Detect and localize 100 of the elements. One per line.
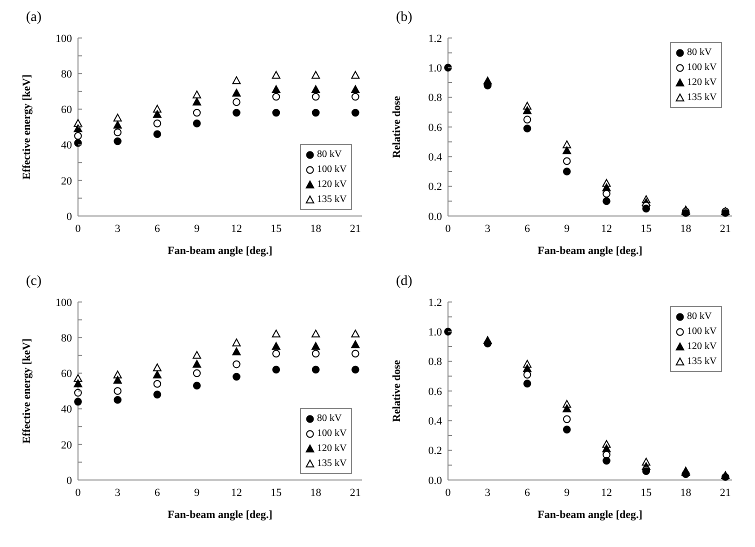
y-axis-title: Effective energy [keV] — [20, 338, 33, 444]
x-tick-label: 3 — [114, 486, 121, 499]
y-tick-label: 0 — [66, 210, 72, 223]
point — [74, 139, 82, 147]
x-tick-label: 18 — [680, 486, 692, 499]
point — [192, 382, 201, 390]
point — [562, 404, 572, 412]
point — [351, 70, 360, 79]
y-tick-label: 1.2 — [428, 32, 442, 45]
x-tick-label: 0 — [75, 486, 82, 499]
x-tick-label: 6 — [154, 486, 161, 499]
point — [113, 114, 122, 122]
y-tick-label: 0.2 — [428, 181, 442, 194]
point — [192, 98, 202, 106]
x-axis-title: Fan-beam angle [deg.] — [538, 245, 642, 257]
point — [232, 98, 240, 106]
point — [272, 92, 280, 101]
legend-label: 135 kV — [687, 355, 717, 369]
legend-label: 135 kV — [687, 91, 717, 105]
x-tick-label: 6 — [154, 222, 161, 235]
text: (a) — [26, 10, 42, 26]
point — [351, 340, 360, 348]
point — [192, 350, 202, 359]
x-tick-label: 0 — [445, 486, 452, 499]
x-tick-label: 9 — [194, 486, 200, 499]
y-tick-label: 0.4 — [428, 152, 442, 164]
x-tick-label: 18 — [310, 486, 322, 499]
point — [523, 106, 532, 114]
x-tick-label: 3 — [484, 222, 491, 235]
point — [312, 366, 320, 374]
y-tick-label: 80 — [61, 68, 72, 80]
y-tick-label: 0.8 — [428, 92, 442, 104]
legend-label: 120 kV — [317, 442, 347, 456]
point — [153, 370, 162, 378]
x-tick-label: 9 — [564, 222, 570, 235]
point — [444, 328, 452, 336]
point — [153, 390, 162, 398]
point — [232, 372, 240, 381]
point — [562, 426, 571, 434]
text: (b) — [396, 10, 412, 26]
point — [192, 90, 202, 98]
y-axis-title: Relative dose — [390, 360, 403, 422]
point — [562, 146, 572, 154]
point — [562, 415, 571, 424]
point — [114, 387, 122, 395]
point — [74, 379, 82, 388]
y-tick-label: 1.0 — [428, 326, 442, 339]
y-tick-label: 0 — [66, 474, 72, 487]
x-tick-label: 15 — [270, 486, 282, 499]
y-tick-label: 40 — [61, 140, 72, 152]
y-tick-label: 0.0 — [428, 210, 442, 223]
point — [523, 370, 532, 379]
x-tick-label: 0 — [445, 222, 452, 235]
point — [351, 92, 360, 101]
point — [351, 366, 360, 374]
point — [114, 128, 122, 136]
point — [351, 350, 360, 358]
point — [232, 88, 241, 97]
legend-label: 120 kV — [687, 340, 717, 354]
y-tick-label: 1.0 — [428, 62, 442, 75]
x-tick-label: 15 — [640, 486, 652, 499]
point — [312, 342, 320, 350]
point — [312, 350, 320, 358]
x-tick-label: 15 — [270, 222, 282, 235]
point — [74, 388, 82, 397]
point — [272, 70, 280, 79]
point — [113, 120, 122, 129]
point — [272, 350, 280, 358]
point — [682, 470, 690, 478]
point — [523, 116, 532, 124]
x-tick-label: 12 — [231, 486, 242, 499]
point — [562, 168, 571, 176]
point — [602, 190, 610, 198]
point — [602, 197, 610, 206]
point — [113, 376, 122, 384]
legend-label: 100 kV — [687, 61, 717, 75]
text: (d) — [396, 274, 412, 290]
y-tick-label: 100 — [56, 32, 72, 45]
point — [602, 456, 610, 465]
point — [232, 76, 241, 84]
x-tick-label: 9 — [564, 486, 570, 499]
legend-label: 120 kV — [687, 76, 717, 90]
point — [232, 360, 240, 368]
y-tick-label: 0.4 — [428, 416, 442, 428]
point — [523, 380, 532, 388]
point — [153, 120, 162, 128]
point — [312, 330, 320, 338]
y-tick-label: 20 — [61, 439, 72, 452]
x-tick-label: 9 — [194, 222, 200, 235]
legend-label: 135 kV — [317, 457, 347, 471]
point — [192, 369, 201, 378]
point — [74, 124, 82, 132]
point — [721, 473, 730, 481]
legend-label: 80 kV — [317, 148, 342, 162]
x-axis-title: Fan-beam angle [deg.] — [168, 245, 272, 257]
text: (c) — [26, 274, 42, 290]
legend-label: 100 kV — [687, 325, 717, 339]
point — [272, 330, 280, 338]
legend-label: 135 kV — [317, 193, 347, 207]
x-tick-label: 15 — [640, 222, 652, 235]
